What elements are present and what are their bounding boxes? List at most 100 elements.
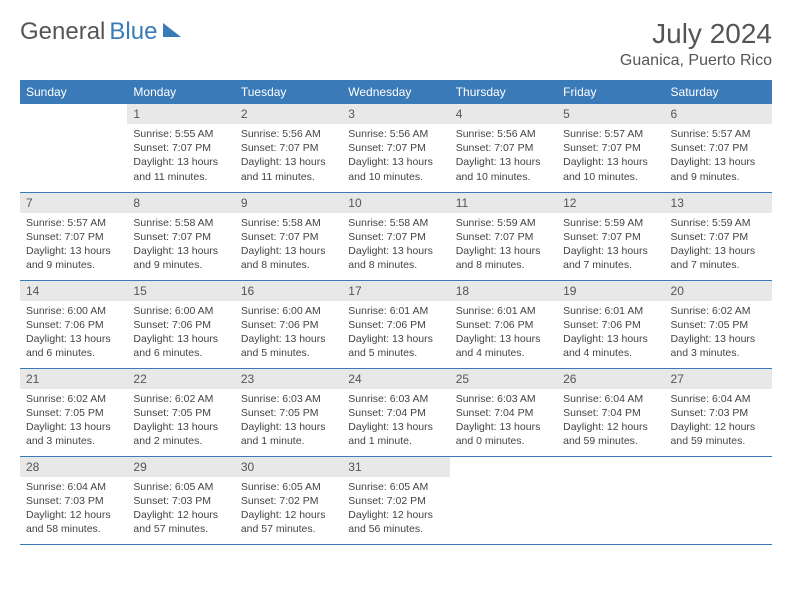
day-number: 10	[342, 193, 449, 213]
day-header-row: SundayMondayTuesdayWednesdayThursdayFrid…	[20, 80, 772, 104]
calendar-cell: 7Sunrise: 5:57 AMSunset: 7:07 PMDaylight…	[20, 192, 127, 280]
calendar-cell: 27Sunrise: 6:04 AMSunset: 7:03 PMDayligh…	[665, 368, 772, 456]
day-content: Sunrise: 6:04 AMSunset: 7:04 PMDaylight:…	[557, 389, 664, 455]
day-content: Sunrise: 5:59 AMSunset: 7:07 PMDaylight:…	[450, 213, 557, 279]
day-content: Sunrise: 6:01 AMSunset: 7:06 PMDaylight:…	[557, 301, 664, 367]
day-content: Sunrise: 6:02 AMSunset: 7:05 PMDaylight:…	[665, 301, 772, 367]
day-header: Thursday	[450, 80, 557, 104]
calendar-cell: 22Sunrise: 6:02 AMSunset: 7:05 PMDayligh…	[127, 368, 234, 456]
calendar-cell	[450, 456, 557, 544]
day-content: Sunrise: 6:03 AMSunset: 7:05 PMDaylight:…	[235, 389, 342, 455]
calendar-cell: 24Sunrise: 6:03 AMSunset: 7:04 PMDayligh…	[342, 368, 449, 456]
calendar-body: 1Sunrise: 5:55 AMSunset: 7:07 PMDaylight…	[20, 104, 772, 544]
day-content: Sunrise: 6:01 AMSunset: 7:06 PMDaylight:…	[342, 301, 449, 367]
day-number: 14	[20, 281, 127, 301]
day-content: Sunrise: 5:59 AMSunset: 7:07 PMDaylight:…	[557, 213, 664, 279]
day-content: Sunrise: 6:02 AMSunset: 7:05 PMDaylight:…	[127, 389, 234, 455]
logo: GeneralBlue	[20, 18, 181, 46]
day-header: Wednesday	[342, 80, 449, 104]
day-number: 12	[557, 193, 664, 213]
calendar-cell	[20, 104, 127, 192]
day-number: 31	[342, 457, 449, 477]
calendar-week-row: 28Sunrise: 6:04 AMSunset: 7:03 PMDayligh…	[20, 456, 772, 544]
day-content: Sunrise: 6:00 AMSunset: 7:06 PMDaylight:…	[20, 301, 127, 367]
day-number: 1	[127, 104, 234, 124]
day-header: Tuesday	[235, 80, 342, 104]
calendar-week-row: 21Sunrise: 6:02 AMSunset: 7:05 PMDayligh…	[20, 368, 772, 456]
header: GeneralBlue July 2024 Guanica, Puerto Ri…	[20, 18, 772, 70]
day-number: 18	[450, 281, 557, 301]
calendar-cell: 5Sunrise: 5:57 AMSunset: 7:07 PMDaylight…	[557, 104, 664, 192]
day-number: 7	[20, 193, 127, 213]
day-number: 22	[127, 369, 234, 389]
day-header: Monday	[127, 80, 234, 104]
logo-text-1: General	[20, 18, 105, 46]
calendar-cell	[557, 456, 664, 544]
day-number: 6	[665, 104, 772, 124]
calendar-cell: 26Sunrise: 6:04 AMSunset: 7:04 PMDayligh…	[557, 368, 664, 456]
logo-triangle-icon	[163, 23, 181, 37]
calendar-cell: 9Sunrise: 5:58 AMSunset: 7:07 PMDaylight…	[235, 192, 342, 280]
day-number: 3	[342, 104, 449, 124]
calendar-cell: 6Sunrise: 5:57 AMSunset: 7:07 PMDaylight…	[665, 104, 772, 192]
calendar-cell: 28Sunrise: 6:04 AMSunset: 7:03 PMDayligh…	[20, 456, 127, 544]
day-content: Sunrise: 5:55 AMSunset: 7:07 PMDaylight:…	[127, 124, 234, 190]
calendar-cell: 17Sunrise: 6:01 AMSunset: 7:06 PMDayligh…	[342, 280, 449, 368]
location-text: Guanica, Puerto Rico	[620, 52, 772, 70]
calendar-cell: 12Sunrise: 5:59 AMSunset: 7:07 PMDayligh…	[557, 192, 664, 280]
calendar-cell: 15Sunrise: 6:00 AMSunset: 7:06 PMDayligh…	[127, 280, 234, 368]
calendar-cell: 11Sunrise: 5:59 AMSunset: 7:07 PMDayligh…	[450, 192, 557, 280]
day-number: 16	[235, 281, 342, 301]
day-number: 29	[127, 457, 234, 477]
calendar-cell: 13Sunrise: 5:59 AMSunset: 7:07 PMDayligh…	[665, 192, 772, 280]
calendar-cell: 8Sunrise: 5:58 AMSunset: 7:07 PMDaylight…	[127, 192, 234, 280]
calendar-cell: 19Sunrise: 6:01 AMSunset: 7:06 PMDayligh…	[557, 280, 664, 368]
day-content: Sunrise: 6:04 AMSunset: 7:03 PMDaylight:…	[665, 389, 772, 455]
day-content: Sunrise: 6:01 AMSunset: 7:06 PMDaylight:…	[450, 301, 557, 367]
day-content: Sunrise: 6:02 AMSunset: 7:05 PMDaylight:…	[20, 389, 127, 455]
day-header: Saturday	[665, 80, 772, 104]
calendar-cell: 10Sunrise: 5:58 AMSunset: 7:07 PMDayligh…	[342, 192, 449, 280]
month-title: July 2024	[620, 18, 772, 50]
calendar-cell: 3Sunrise: 5:56 AMSunset: 7:07 PMDaylight…	[342, 104, 449, 192]
calendar-cell: 2Sunrise: 5:56 AMSunset: 7:07 PMDaylight…	[235, 104, 342, 192]
day-header: Friday	[557, 80, 664, 104]
logo-text-2: Blue	[109, 18, 157, 46]
day-number: 8	[127, 193, 234, 213]
day-number: 15	[127, 281, 234, 301]
day-header: Sunday	[20, 80, 127, 104]
day-content: Sunrise: 5:57 AMSunset: 7:07 PMDaylight:…	[665, 124, 772, 190]
day-content: Sunrise: 6:00 AMSunset: 7:06 PMDaylight:…	[127, 301, 234, 367]
day-number: 27	[665, 369, 772, 389]
calendar-table: SundayMondayTuesdayWednesdayThursdayFrid…	[20, 80, 772, 545]
day-number: 30	[235, 457, 342, 477]
day-content: Sunrise: 5:58 AMSunset: 7:07 PMDaylight:…	[127, 213, 234, 279]
calendar-cell: 21Sunrise: 6:02 AMSunset: 7:05 PMDayligh…	[20, 368, 127, 456]
day-number: 9	[235, 193, 342, 213]
day-number: 23	[235, 369, 342, 389]
calendar-week-row: 1Sunrise: 5:55 AMSunset: 7:07 PMDaylight…	[20, 104, 772, 192]
calendar-cell: 1Sunrise: 5:55 AMSunset: 7:07 PMDaylight…	[127, 104, 234, 192]
calendar-cell: 31Sunrise: 6:05 AMSunset: 7:02 PMDayligh…	[342, 456, 449, 544]
day-content: Sunrise: 6:05 AMSunset: 7:02 PMDaylight:…	[235, 477, 342, 543]
day-content: Sunrise: 5:58 AMSunset: 7:07 PMDaylight:…	[235, 213, 342, 279]
calendar-cell	[665, 456, 772, 544]
calendar-cell: 16Sunrise: 6:00 AMSunset: 7:06 PMDayligh…	[235, 280, 342, 368]
day-number: 28	[20, 457, 127, 477]
day-content: Sunrise: 6:05 AMSunset: 7:03 PMDaylight:…	[127, 477, 234, 543]
day-content: Sunrise: 5:56 AMSunset: 7:07 PMDaylight:…	[235, 124, 342, 190]
day-number: 13	[665, 193, 772, 213]
day-number: 2	[235, 104, 342, 124]
day-number: 26	[557, 369, 664, 389]
calendar-week-row: 7Sunrise: 5:57 AMSunset: 7:07 PMDaylight…	[20, 192, 772, 280]
day-number: 20	[665, 281, 772, 301]
day-content: Sunrise: 5:58 AMSunset: 7:07 PMDaylight:…	[342, 213, 449, 279]
calendar-cell: 20Sunrise: 6:02 AMSunset: 7:05 PMDayligh…	[665, 280, 772, 368]
day-content: Sunrise: 5:56 AMSunset: 7:07 PMDaylight:…	[450, 124, 557, 190]
calendar-cell: 4Sunrise: 5:56 AMSunset: 7:07 PMDaylight…	[450, 104, 557, 192]
calendar-cell: 18Sunrise: 6:01 AMSunset: 7:06 PMDayligh…	[450, 280, 557, 368]
day-number: 17	[342, 281, 449, 301]
day-number: 4	[450, 104, 557, 124]
day-content: Sunrise: 6:03 AMSunset: 7:04 PMDaylight:…	[342, 389, 449, 455]
day-number: 25	[450, 369, 557, 389]
